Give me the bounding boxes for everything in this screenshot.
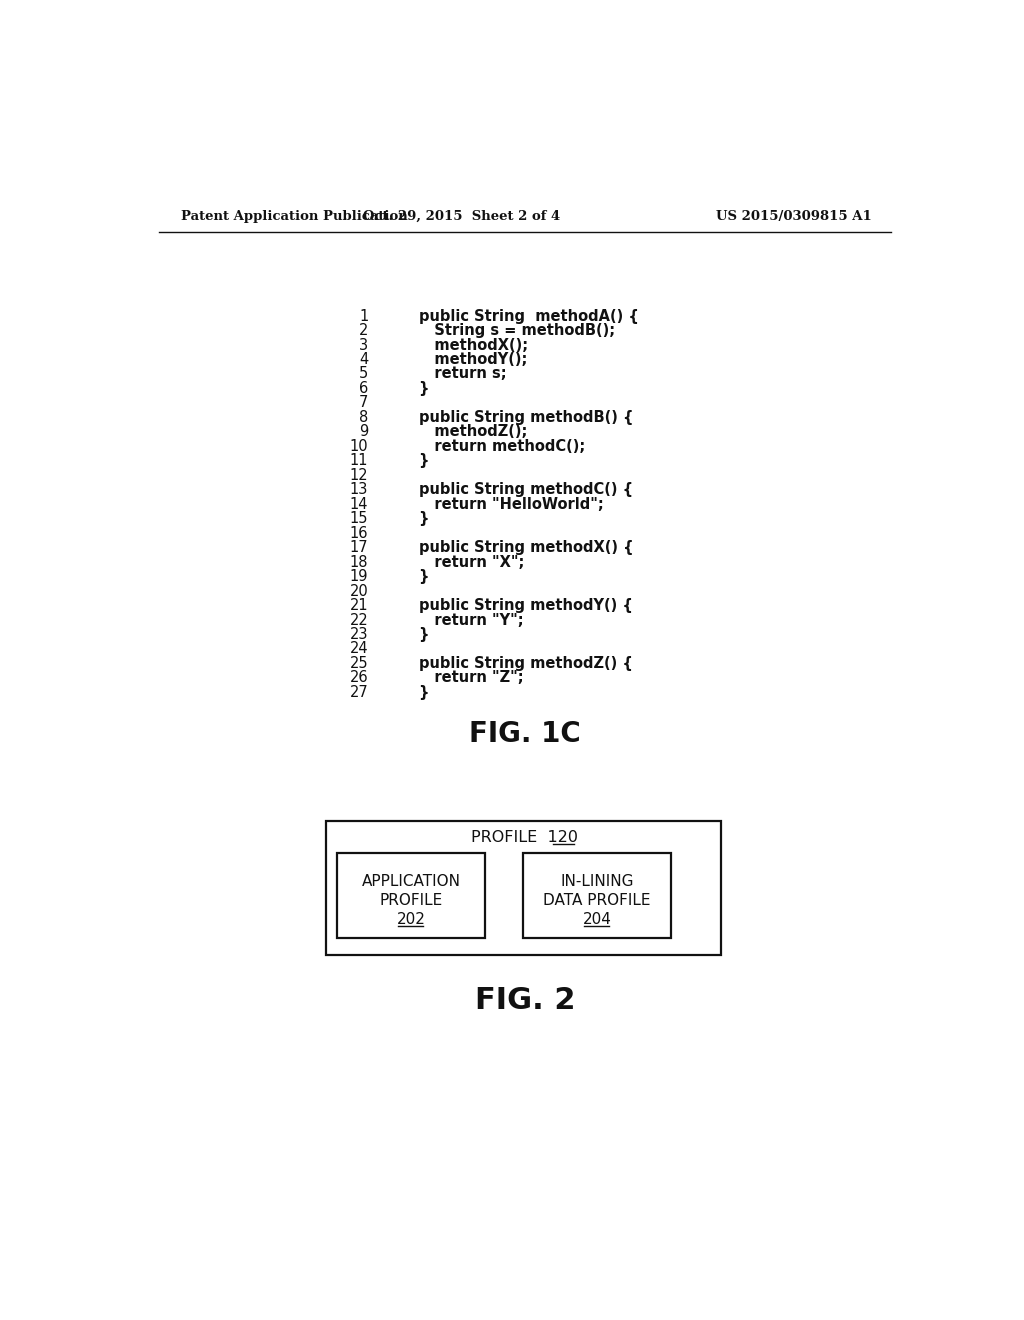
Text: 5: 5 xyxy=(359,367,369,381)
Text: 27: 27 xyxy=(349,685,369,700)
Text: 14: 14 xyxy=(350,496,369,512)
Text: 6: 6 xyxy=(359,381,369,396)
Text: public String  methodA() {: public String methodA() { xyxy=(419,309,639,323)
Text: 22: 22 xyxy=(349,612,369,627)
Text: Oct. 29, 2015  Sheet 2 of 4: Oct. 29, 2015 Sheet 2 of 4 xyxy=(362,210,560,223)
Text: IN-LINING
DATA PROFILE: IN-LINING DATA PROFILE xyxy=(543,874,650,908)
Text: 204: 204 xyxy=(583,912,611,927)
Text: 202: 202 xyxy=(396,912,425,927)
Text: methodZ();: methodZ(); xyxy=(419,424,527,440)
Text: return s;: return s; xyxy=(419,367,506,381)
Text: 4: 4 xyxy=(359,352,369,367)
Text: APPLICATION
PROFILE: APPLICATION PROFILE xyxy=(361,874,461,908)
Text: FIG. 2: FIG. 2 xyxy=(474,986,575,1015)
Text: return "X";: return "X"; xyxy=(419,554,524,570)
Text: PROFILE  120: PROFILE 120 xyxy=(471,830,579,845)
Text: 10: 10 xyxy=(349,438,369,454)
Text: public String methodZ() {: public String methodZ() { xyxy=(419,656,633,671)
Bar xyxy=(337,853,484,937)
Text: 13: 13 xyxy=(350,482,369,498)
Text: return "Y";: return "Y"; xyxy=(419,612,523,627)
Text: }: } xyxy=(419,569,429,585)
Text: 24: 24 xyxy=(349,642,369,656)
Text: String s = methodB();: String s = methodB(); xyxy=(419,323,614,338)
Text: US 2015/0309815 A1: US 2015/0309815 A1 xyxy=(716,210,872,223)
Text: public String methodY() {: public String methodY() { xyxy=(419,598,633,612)
Text: return methodC();: return methodC(); xyxy=(419,438,585,454)
Text: 3: 3 xyxy=(359,338,369,352)
Text: 16: 16 xyxy=(350,525,369,541)
Text: }: } xyxy=(419,511,429,527)
Text: }: } xyxy=(419,685,429,700)
Text: 12: 12 xyxy=(349,467,369,483)
Text: 25: 25 xyxy=(349,656,369,671)
Text: }: } xyxy=(419,453,429,469)
Text: 21: 21 xyxy=(349,598,369,612)
Text: 7: 7 xyxy=(358,396,369,411)
Bar xyxy=(523,853,671,937)
Text: public String methodX() {: public String methodX() { xyxy=(419,540,633,556)
Text: 1: 1 xyxy=(359,309,369,323)
Text: 15: 15 xyxy=(350,511,369,527)
Text: 18: 18 xyxy=(350,554,369,570)
Text: }: } xyxy=(419,627,429,642)
Text: 9: 9 xyxy=(359,424,369,440)
Text: 23: 23 xyxy=(350,627,369,642)
Text: 11: 11 xyxy=(350,453,369,469)
Text: 8: 8 xyxy=(359,411,369,425)
Text: 20: 20 xyxy=(349,583,369,598)
Text: FIG. 1C: FIG. 1C xyxy=(469,721,581,748)
Text: public String methodB() {: public String methodB() { xyxy=(419,411,633,425)
Text: return "Z";: return "Z"; xyxy=(419,671,523,685)
Text: 19: 19 xyxy=(350,569,369,585)
Text: Patent Application Publication: Patent Application Publication xyxy=(180,210,408,223)
Text: }: } xyxy=(419,381,429,396)
Bar xyxy=(326,821,721,956)
Text: return "HelloWorld";: return "HelloWorld"; xyxy=(419,496,603,512)
Text: 2: 2 xyxy=(358,323,369,338)
Text: methodY();: methodY(); xyxy=(419,352,527,367)
Text: public String methodC() {: public String methodC() { xyxy=(419,482,633,498)
Text: 26: 26 xyxy=(349,671,369,685)
Text: methodX();: methodX(); xyxy=(419,338,527,352)
Text: 17: 17 xyxy=(349,540,369,556)
